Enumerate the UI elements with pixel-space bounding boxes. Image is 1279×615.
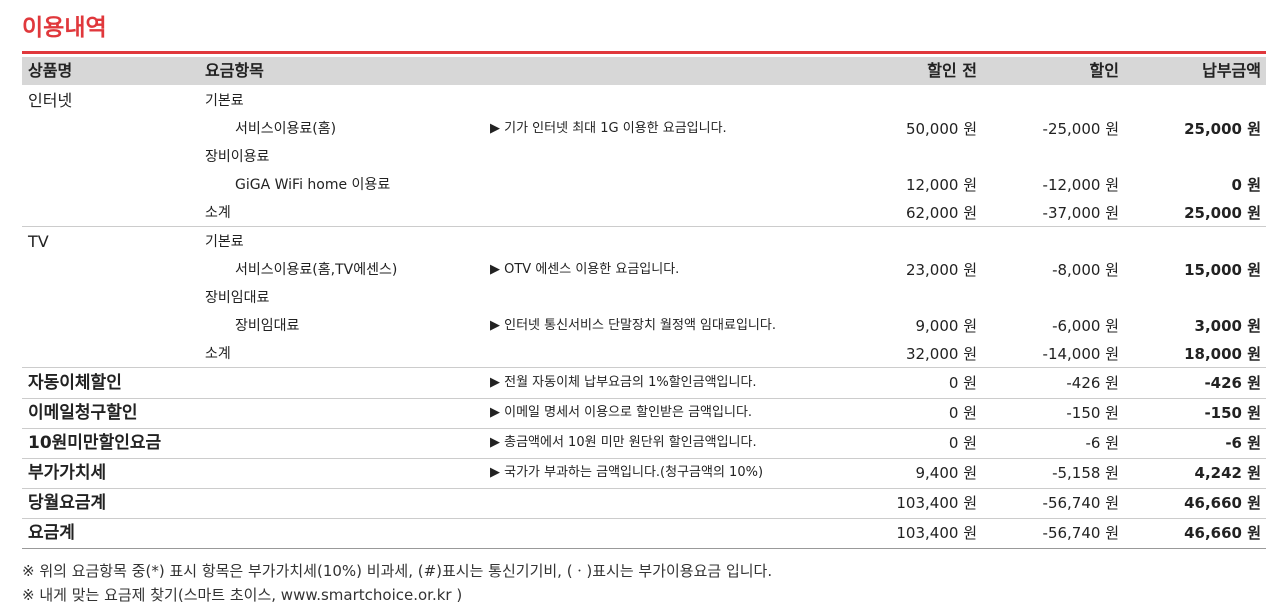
amount-pay: -150 원 [1204, 404, 1261, 422]
amount-discount: -37,000 원 [1042, 204, 1119, 222]
item-name: 서비스이용료(홈) [235, 121, 337, 137]
section-name: 기본료 [205, 93, 244, 109]
summary-note: ▶ 총금액에서 10원 미만 원단위 할인금액입니다. [490, 435, 757, 450]
amount-discount: -5,158 원 [1052, 464, 1119, 482]
item-note: ▶ 기가 인터넷 최대 1G 이용한 요금입니다. [490, 121, 727, 136]
header-band [22, 57, 1266, 85]
amount-pay: 46,660 원 [1184, 524, 1261, 542]
amount-pay: 18,000 원 [1184, 345, 1261, 363]
amount-pay: 46,660 원 [1184, 494, 1261, 512]
amount-before: 23,000 원 [905, 261, 977, 279]
amount-discount: -56,740 원 [1042, 494, 1119, 512]
summary-note: ▶ 국가가 부과하는 금액입니다.(청구금액의 10%) [490, 465, 764, 480]
amount-discount: -150 원 [1066, 404, 1119, 422]
summary-label: 이메일청구할인 [28, 403, 138, 423]
section-name: 장비임대료 [205, 290, 270, 306]
column-header: 요금항목 [205, 61, 264, 80]
amount-discount: -6,000 원 [1052, 317, 1119, 335]
row-rule [22, 458, 1266, 459]
product-name: TV [28, 232, 49, 251]
amount-discount: -56,740 원 [1042, 524, 1119, 542]
amount-discount: -14,000 원 [1042, 345, 1119, 363]
column-header: 상품명 [28, 61, 73, 80]
amount-before: 12,000 원 [905, 176, 977, 194]
summary-note: ▶ 전월 자동이체 납부요금의 1%할인금액입니다. [490, 375, 757, 390]
amount-discount: -25,000 원 [1042, 120, 1119, 138]
amount-pay: 3,000 원 [1194, 317, 1261, 335]
amount-discount: -426 원 [1066, 374, 1119, 392]
row-rule [22, 518, 1266, 519]
item-note: ▶ 인터넷 통신서비스 단말장치 월정액 임대료입니다. [490, 318, 776, 333]
amount-before: 103,400 원 [896, 524, 977, 542]
item-name: GiGA WiFi home 이용료 [235, 177, 391, 193]
row-rule [22, 548, 1266, 549]
column-header: 할인 [1089, 61, 1119, 80]
amount-pay: 0 원 [1231, 176, 1261, 194]
subtotal-label: 소계 [205, 346, 231, 362]
summary-note: ▶ 이메일 명세서 이용으로 할인받은 금액입니다. [490, 405, 753, 420]
amount-pay: 25,000 원 [1184, 204, 1261, 222]
footnote: ※ 위의 요금항목 중(*) 표시 항목은 부가가치세(10%) 비과세, (#… [22, 562, 773, 580]
row-rule [22, 398, 1266, 399]
item-name: 장비임대료 [235, 318, 300, 334]
amount-before: 0 원 [948, 434, 977, 452]
row-rule [22, 367, 1266, 368]
amount-discount: -8,000 원 [1052, 261, 1119, 279]
amount-pay: -426 원 [1204, 374, 1261, 392]
title-rule [22, 51, 1266, 54]
amount-before: 0 원 [948, 374, 977, 392]
column-header: 할인 전 [927, 61, 977, 80]
amount-discount: -12,000 원 [1042, 176, 1119, 194]
footnote: ※ 내게 맞는 요금제 찾기(스마트 초이스, www.smartchoice.… [22, 586, 463, 604]
row-rule [22, 226, 1266, 227]
amount-before: 9,000 원 [915, 317, 977, 335]
amount-before: 0 원 [948, 404, 977, 422]
row-rule [22, 428, 1266, 429]
summary-label: 자동이체할인 [28, 373, 122, 393]
row-rule [22, 488, 1266, 489]
amount-pay: 25,000 원 [1184, 120, 1261, 138]
amount-before: 50,000 원 [905, 120, 977, 138]
summary-label: 당월요금계 [28, 493, 107, 513]
amount-pay: 4,242 원 [1194, 464, 1261, 482]
summary-label: 10원미만할인요금 [28, 433, 162, 453]
amount-pay: 15,000 원 [1184, 261, 1261, 279]
amount-pay: -6 원 [1225, 434, 1261, 452]
summary-label: 부가가치세 [28, 463, 107, 483]
amount-discount: -6 원 [1085, 434, 1119, 452]
item-note: ▶ OTV 에센스 이용한 요금입니다. [490, 262, 680, 277]
subtotal-label: 소계 [205, 205, 231, 221]
summary-label: 요금계 [28, 523, 75, 543]
amount-before: 32,000 원 [905, 345, 977, 363]
amount-before: 103,400 원 [896, 494, 977, 512]
item-name: 서비스이용료(홈,TV에센스) [235, 262, 398, 278]
amount-before: 9,400 원 [915, 464, 977, 482]
column-header: 납부금액 [1202, 61, 1261, 80]
amount-before: 62,000 원 [905, 204, 977, 222]
title: 이용내역 [22, 15, 107, 41]
section-name: 장비이용료 [205, 149, 270, 165]
product-name: 인터넷 [28, 91, 73, 110]
section-name: 기본료 [205, 234, 244, 250]
